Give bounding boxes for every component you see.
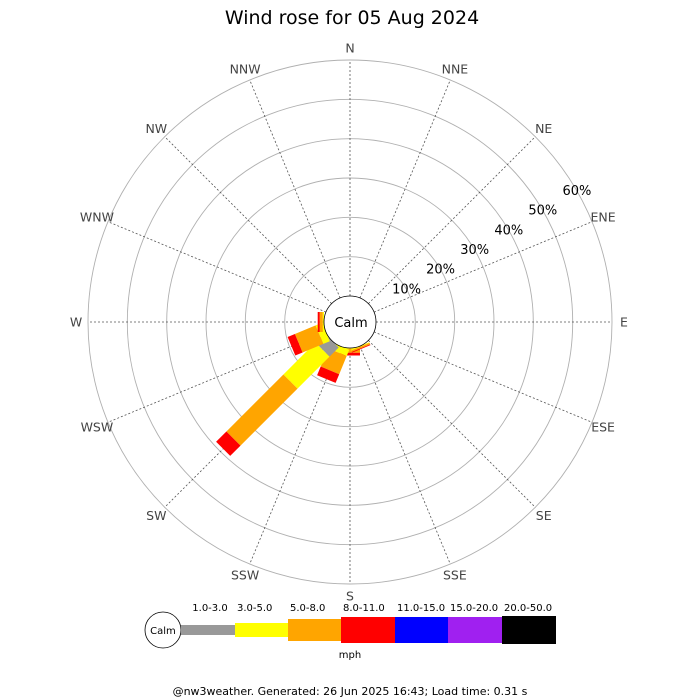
dir-label-ssw: SSW	[231, 568, 259, 583]
dir-label-nne: NNE	[442, 61, 469, 76]
bar-sw-8.0-11.0	[216, 431, 241, 456]
bar-w-3.0-5.0	[322, 312, 324, 332]
bar-sse-8.0-11.0	[351, 344, 371, 353]
dir-label-e: E	[620, 315, 628, 330]
dir-label-ese: ESE	[591, 419, 615, 434]
legend-label-8.0-11.0: 8.0-11.0	[343, 603, 385, 614]
legend-swatch-5.0-8.0	[288, 619, 341, 641]
direction-labels: N NNE NE ENE E ESE SE SSE S SSW SW WSW W WNW NW NNW 10% 2…	[70, 41, 628, 604]
spoke-ese	[373, 331, 593, 423]
bar-sse-5.0-8.0	[351, 342, 371, 352]
footer-text: @nw3weather. Generated: 26 Jun 2025 16:4…	[173, 685, 528, 698]
spoke-nne	[359, 79, 451, 299]
dir-label-ne: NE	[535, 121, 552, 136]
legend-swatch-8.0-11.0	[341, 617, 395, 643]
legend-label-5.0-8.0: 5.0-8.0	[290, 603, 325, 614]
legend-swatch-20.0-50.0	[502, 616, 556, 644]
radial-tick-label: 20%	[426, 263, 455, 278]
grid-ring	[244, 216, 456, 428]
radial-tick-label: 40%	[494, 223, 523, 238]
radial-tick-label: 50%	[528, 204, 557, 219]
spoke-nw	[164, 136, 332, 304]
spoke-nnw	[249, 79, 341, 299]
dir-label-ene: ENE	[591, 210, 616, 225]
spoke-ne	[368, 136, 536, 304]
bar-w-5.0-8.0	[319, 312, 323, 332]
legend-label-1.0-3.0: 1.0-3.0	[192, 603, 227, 614]
grid-ring	[87, 59, 613, 585]
chart-title: Wind rose for 05 Aug 2024	[225, 7, 479, 29]
grid-ring	[284, 256, 416, 388]
spoke-ssw	[249, 345, 341, 565]
dir-label-nnw: NNW	[230, 61, 261, 76]
spoke-sw	[164, 340, 332, 508]
spoke-wnw	[107, 221, 327, 313]
legend-label-11.0-15.0: 11.0-15.0	[397, 603, 445, 614]
radial-tick-label: 30%	[460, 243, 489, 258]
spoke-wsw	[107, 331, 327, 423]
bar-ssw-8.0-11.0	[317, 366, 340, 383]
legend-swatch-3.0-5.0	[235, 623, 288, 637]
legend-units: mph	[339, 650, 361, 661]
legend-swatch-1.0-3.0	[181, 625, 235, 635]
wind-bars	[216, 312, 371, 456]
speed-legend: Calm 1.0-3.0 3.0-5.0 5.0-8.0 8.0-11.0 11.0-15…	[144, 603, 556, 661]
calm-label: Calm	[334, 316, 367, 331]
spoke-sse	[359, 345, 451, 565]
dir-label-nw: NW	[145, 121, 167, 136]
polar-grid	[87, 59, 613, 585]
dir-label-wnw: WNW	[80, 210, 114, 225]
legend-swatch-11.0-15.0	[395, 617, 448, 643]
bar-sw-3.0-5.0	[283, 342, 330, 389]
dir-label-w: W	[70, 315, 82, 330]
legend-calm-label: Calm	[150, 626, 176, 637]
dir-label-wsw: WSW	[81, 419, 114, 434]
dir-label-n: N	[345, 41, 354, 56]
bar-sw-5.0-8.0	[226, 374, 298, 446]
legend-label-20.0-50.0: 20.0-50.0	[504, 603, 552, 614]
dir-label-sse: SSE	[443, 568, 467, 583]
bar-wsw-8.0-11.0	[287, 334, 303, 356]
legend-label-15.0-20.0: 15.0-20.0	[450, 603, 498, 614]
spoke-ene	[373, 221, 593, 313]
bar-wsw-5.0-8.0	[294, 325, 324, 353]
bar-w-8.0-11.0	[317, 312, 320, 332]
radial-tick-label: 10%	[392, 282, 421, 297]
dir-label-s: S	[346, 589, 354, 604]
dir-label-se: SE	[536, 508, 552, 523]
spoke-se	[368, 340, 536, 508]
legend-swatch-15.0-20.0	[448, 617, 502, 643]
dir-label-sw: SW	[146, 508, 166, 523]
calm-circle: Calm	[323, 295, 377, 349]
radial-tick-label: 60%	[562, 184, 591, 199]
bar-sse-3.0-5.0	[350, 342, 370, 351]
legend-label-3.0-5.0: 3.0-5.0	[237, 603, 272, 614]
